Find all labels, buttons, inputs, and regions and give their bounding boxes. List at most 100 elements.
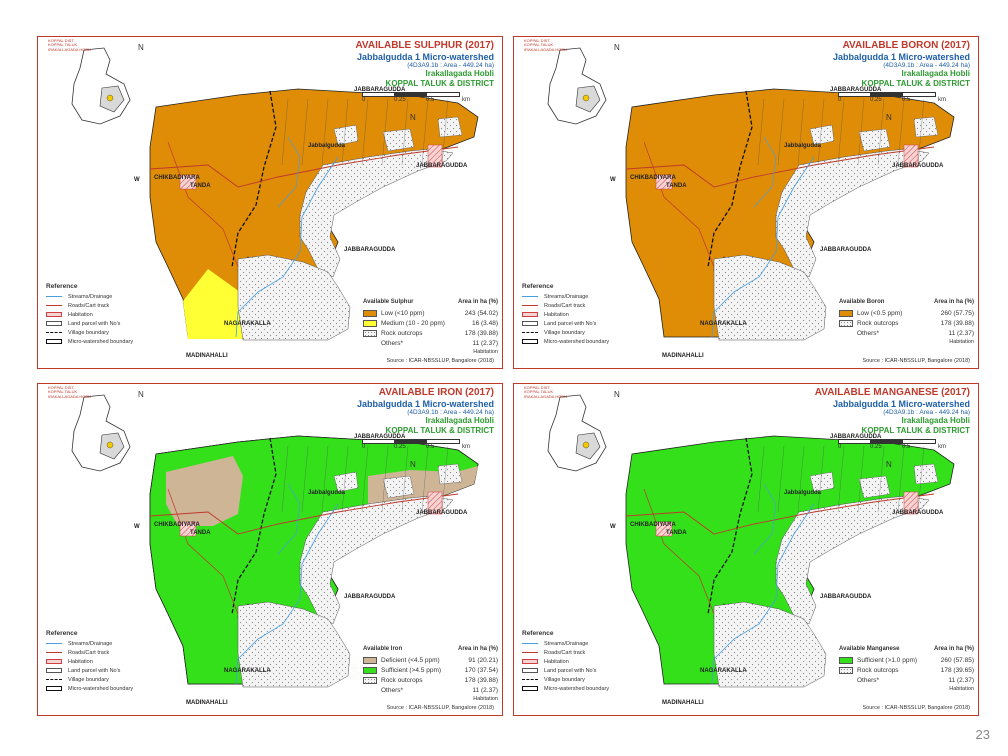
scale-label: 0.25 (394, 97, 406, 103)
reference-label: Habitation (544, 311, 569, 318)
class-label-group: Sufficient (>4.5 ppm) (363, 666, 441, 674)
scale-label: 0 (838, 444, 842, 450)
reference-item: Streams/Drainage (522, 639, 697, 648)
rock-outcrop-area-south (713, 254, 827, 341)
class-legend-header: Available Boron Area in ha (%) (839, 299, 974, 305)
reference-swatch-stream (46, 296, 62, 297)
road (625, 493, 935, 535)
map-area-line: (4D3A9.1b : Area - 449.24 ha) (407, 408, 494, 416)
location-inset-map (547, 47, 607, 125)
reference-label: Micro-watershed boundary (544, 685, 610, 692)
scale-label: km (938, 97, 946, 103)
reference-title: Reference (46, 283, 78, 290)
class-legend-title: Available Sulphur (363, 299, 414, 305)
class-area-value: 170 (37.54) (464, 666, 498, 674)
village-boundary (231, 437, 277, 615)
watershed-location-marker (106, 94, 114, 102)
village-boundary (707, 90, 753, 268)
rock-outcrop-patch (809, 124, 835, 146)
reference-label: Land parcel with No's (544, 320, 597, 327)
class-legend-title: Available Boron (839, 299, 885, 305)
map-area-line: (4D3A9.1b : Area - 449.24 ha) (883, 61, 970, 69)
scale-label: 0 (838, 97, 842, 103)
parcel-line (321, 445, 329, 513)
rock-outcrop-area-south (237, 601, 351, 688)
class-legend: Available Iron Area in ha (%) Deficient (<… (363, 646, 498, 702)
reference-label: Village boundary (544, 676, 585, 683)
village-label-jabbaragudda_mid: JABBARAGUDDA (344, 594, 396, 600)
reference-legend: Reference Streams/Drainage Roads/Cart trac… (522, 630, 697, 693)
parcel-line (837, 445, 845, 513)
class-label: Rock outcrops (381, 329, 423, 337)
village-label-jabbalgudda: Jabbalgudda (784, 490, 822, 496)
class-label: Others* (381, 339, 404, 347)
area-header: Area in ha (%) (933, 646, 974, 652)
inset-header-line: IRAKALLAGADA HOBLI (524, 393, 568, 399)
class-row: Medium (10 - 20 ppm) 16 (3.48) (363, 318, 498, 328)
map-panel-sulphur: KOPPAL DIST. KOPPAL TALUK IRAKALLAGADA HOB… (37, 36, 503, 369)
reference-legend: Reference Streams/Drainage Roads/Cart trac… (522, 283, 697, 346)
class-label-group: Others* (363, 687, 403, 694)
parcel-line (857, 98, 865, 166)
scale-label: 0.5 (426, 444, 435, 450)
reference-item: Land parcel with No's (522, 319, 697, 328)
class-row: Others* 11 (2.37) (363, 338, 498, 348)
inset-header-line: KOPPAL TALUK (48, 389, 78, 395)
parcel-line (777, 98, 785, 166)
parcel-line (441, 445, 449, 513)
village-label-tanda: TANDA (666, 530, 687, 536)
village-label-w: W (134, 177, 140, 183)
source-credit: Source : ICAR-NBSSLUP, Bangalore (2018) (386, 705, 494, 711)
reference-item: Village boundary (522, 328, 697, 337)
inset-header-line: KOPPAL TALUK (524, 42, 554, 48)
parcel-line (281, 445, 289, 513)
rock-outcrop-area-south (713, 601, 827, 688)
class-row: Rock outcrops 178 (39.65) (839, 665, 974, 675)
parcel-line (301, 445, 309, 513)
class-row: Rock outcrops 178 (39.88) (363, 328, 498, 338)
class-row: Others* 11 (2.37) (839, 328, 974, 338)
village-label-jabbaragudda: JABBARAGUDDA (892, 163, 944, 169)
rock-outcrop-patch (382, 128, 415, 152)
rock-outcrop-patch (437, 116, 463, 138)
reference-item: Streams/Drainage (46, 292, 221, 301)
parcel-line (917, 445, 925, 513)
parcel-line (897, 98, 905, 166)
medium-class-area (183, 269, 244, 339)
class-swatch (363, 676, 377, 684)
reference-item: Village boundary (522, 675, 697, 684)
map-canvas (625, 435, 955, 688)
district-outline (71, 394, 131, 472)
class-area-value: 178 (39.88) (464, 676, 498, 684)
class-swatch (839, 656, 853, 664)
habitation (655, 174, 673, 190)
class-swatch (839, 330, 853, 337)
village-label-cb: CHIKBADIYARA (630, 175, 676, 181)
reference-item: Roads/Cart track (522, 301, 697, 310)
class-swatch (363, 319, 377, 327)
class-area-value: 243 (54.02) (464, 309, 498, 317)
reference-item: Habitation (522, 657, 697, 666)
scale-bar-segment (902, 92, 936, 97)
class-swatch (363, 656, 377, 664)
reference-swatch-road (522, 652, 538, 653)
class-label: Others* (381, 686, 404, 694)
class-row: Others* 11 (2.37) (839, 675, 974, 685)
class-row: Others* 11 (2.37) (363, 685, 498, 695)
parcel-line (757, 445, 765, 513)
parcel-line (361, 98, 369, 166)
title-block: AVAILABLE BORON (2017) Jabbalgudda 1 Micr… (833, 40, 970, 88)
title-block: AVAILABLE SULPHUR (2017) Jabbalgudda 1 Mi… (355, 40, 494, 88)
parcel-line (857, 445, 865, 513)
reference-label: Roads/Cart track (544, 649, 586, 656)
parcel-line (797, 445, 805, 513)
class-row: Sufficient (>1.0 ppm) 260 (57.85) (839, 655, 974, 665)
parcel-line (401, 98, 409, 166)
reference-label: Micro-watershed boundary (68, 685, 134, 692)
map-canvas (149, 88, 479, 341)
inset-header-line: KOPPAL DIST. (48, 38, 75, 43)
reference-label: Land parcel with No's (544, 667, 597, 674)
north-arrow-icon: N (614, 43, 620, 52)
parcel-line (321, 98, 329, 166)
village-label-jabbaragudda_mid: JABBARAGUDDA (820, 594, 872, 600)
